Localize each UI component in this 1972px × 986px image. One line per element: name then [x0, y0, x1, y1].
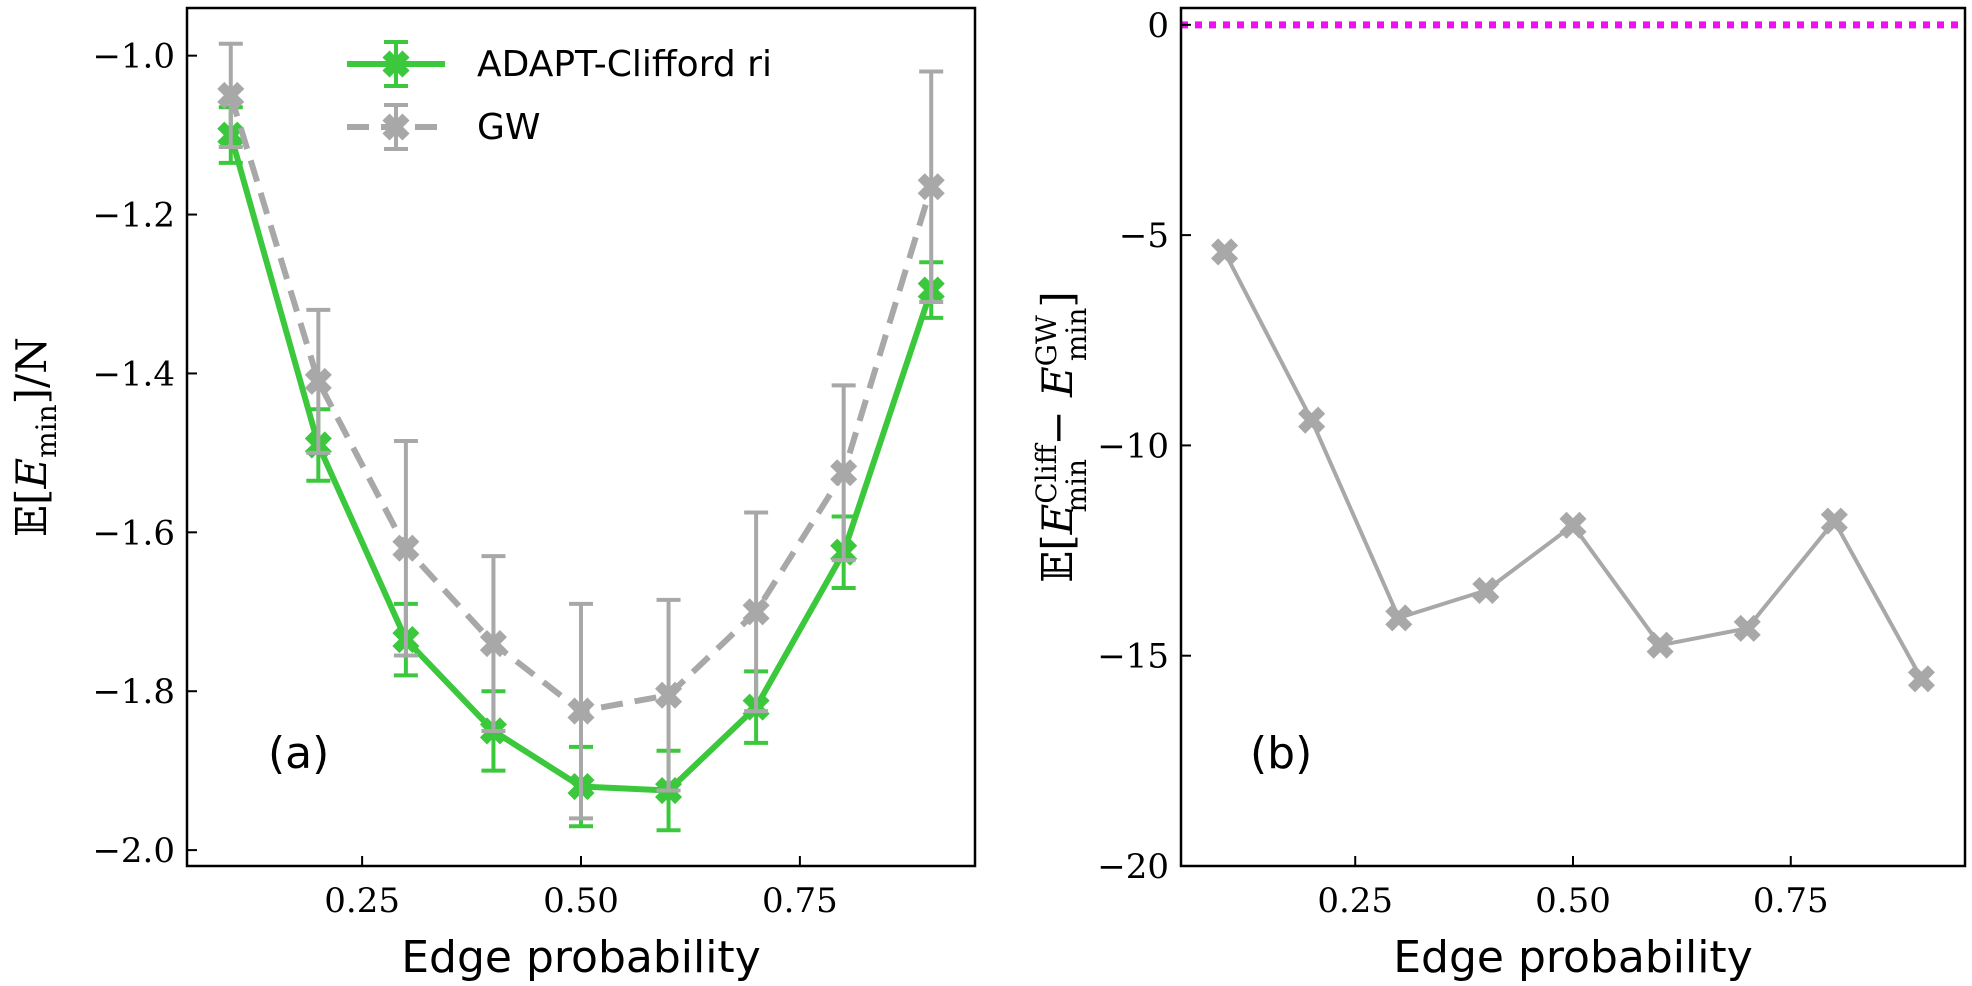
x-tick-label: 0.75 — [762, 881, 838, 921]
y-axis-label-part: E — [7, 458, 56, 490]
data-point — [1211, 238, 1239, 266]
panel-b: 0.25 0.50 0.75 −20 −15 −10 −5 0 Edge probability… — [1030, 6, 1967, 983]
data-point — [392, 534, 420, 562]
y-tick-label: −2.0 — [92, 831, 175, 871]
data-point — [1472, 576, 1500, 605]
y-tick-label: −10 — [1097, 426, 1169, 466]
y-axis-label-part: min — [30, 404, 63, 458]
y-tick-label: −15 — [1097, 637, 1169, 677]
data-point — [830, 459, 858, 487]
y-tick-label: −1.6 — [92, 513, 175, 553]
data-point — [217, 81, 245, 109]
data-point — [304, 367, 332, 395]
y-tick-label: −5 — [1119, 216, 1169, 256]
legend-label: GW — [477, 107, 541, 148]
legend-marker — [382, 50, 410, 78]
y-tick-label: −1.8 — [92, 672, 175, 712]
x-axis-label: Edge probability — [1393, 932, 1752, 983]
x-tick-label: 0.75 — [1753, 881, 1829, 921]
data-point — [917, 173, 945, 201]
y-tick-label: 0 — [1147, 6, 1169, 46]
y-axis-label: 𝔼[ECliffmin − EGWmin] — [1030, 291, 1093, 583]
y-axis-label-part: − — [1033, 397, 1082, 459]
data-point — [567, 697, 595, 725]
legend-marker — [382, 113, 410, 141]
data-point — [1298, 406, 1326, 434]
data-point — [1559, 511, 1587, 539]
legend: ADAPT-Clifford ri GW — [347, 40, 772, 151]
y-tick-label: −20 — [1097, 847, 1169, 887]
data-point — [479, 630, 507, 658]
panel-a: 0.25 0.50 0.75 −2.0 −1.8 −1.6 −1.4 −1.2 −1.0 Edge… — [7, 6, 977, 983]
y-axis-label-part: ] — [1033, 291, 1082, 307]
y-axis-label: 𝔼[Emin]/N — [7, 337, 63, 537]
x-tick-label: 0.50 — [1535, 881, 1611, 921]
y-axis-label-part: min — [1060, 459, 1093, 513]
legend-label: ADAPT-Clifford ri — [477, 44, 772, 85]
y-axis-label-part: 𝔼[ — [1033, 534, 1082, 582]
y-axis-label-part: Cliff — [1030, 442, 1063, 503]
x-tick-label: 0.50 — [543, 881, 619, 921]
y-axis-label-part: min — [1060, 308, 1093, 362]
x-tick-label: 0.25 — [1317, 881, 1393, 921]
y-axis-label-part: E — [1033, 504, 1082, 536]
y-axis-label-part: GW — [1030, 315, 1063, 366]
data-point — [1646, 631, 1674, 659]
data-point — [1820, 507, 1848, 535]
data-point — [1907, 665, 1935, 693]
y-tick-label: −1.4 — [92, 354, 175, 394]
y-tick-label: −1.0 — [92, 37, 175, 77]
y-axis-label-part: ]/N — [7, 337, 56, 404]
data-point — [1733, 614, 1761, 642]
y-axis-label-part: 𝔼[ — [7, 489, 56, 537]
panel-label: (b) — [1250, 728, 1312, 779]
data-point — [742, 598, 770, 626]
series-2 — [217, 41, 945, 821]
series-1 — [1211, 238, 1935, 693]
panel-label: (a) — [268, 728, 329, 779]
series-line — [1222, 251, 1924, 680]
y-axis-label-part: E — [1033, 366, 1082, 398]
x-tick-label: 0.25 — [324, 881, 400, 921]
y-tick-label: −1.2 — [92, 196, 175, 236]
data-point — [1385, 604, 1413, 632]
x-axis-label: Edge probability — [401, 932, 760, 983]
data-point — [655, 681, 683, 709]
